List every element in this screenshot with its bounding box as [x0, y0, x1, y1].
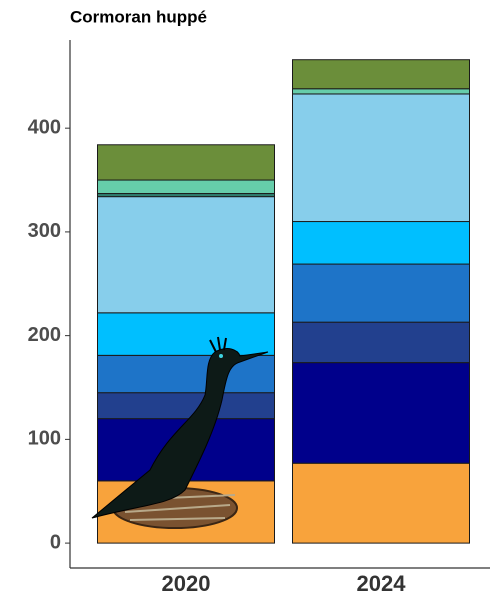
x-tick-label: 2020	[162, 571, 211, 596]
bar-segment	[97, 144, 275, 181]
bar-segment	[292, 88, 470, 95]
bar-segment	[97, 179, 275, 195]
y-tick-label: 300	[28, 220, 61, 242]
y-tick-label: 400	[28, 116, 61, 138]
x-tick-label: 2024	[357, 571, 407, 596]
y-tick-label: 200	[28, 324, 61, 346]
y-tick-label: 0	[50, 531, 61, 553]
bar-segment	[292, 263, 470, 323]
y-tick-label: 100	[28, 428, 61, 450]
bar-segment	[97, 312, 275, 356]
bars	[97, 59, 470, 544]
bar-segment	[292, 321, 470, 364]
bar-segment	[292, 462, 470, 544]
bar-segment	[97, 392, 275, 420]
bar-segment	[292, 59, 470, 90]
bar-segment	[292, 362, 470, 464]
cormorant-illustration	[91, 336, 269, 529]
bar-segment	[292, 221, 470, 265]
bar-segment	[97, 354, 275, 394]
chart-title: Cormoran huppé	[70, 7, 207, 26]
bar-segment	[292, 93, 470, 223]
bar-segment	[97, 196, 275, 314]
